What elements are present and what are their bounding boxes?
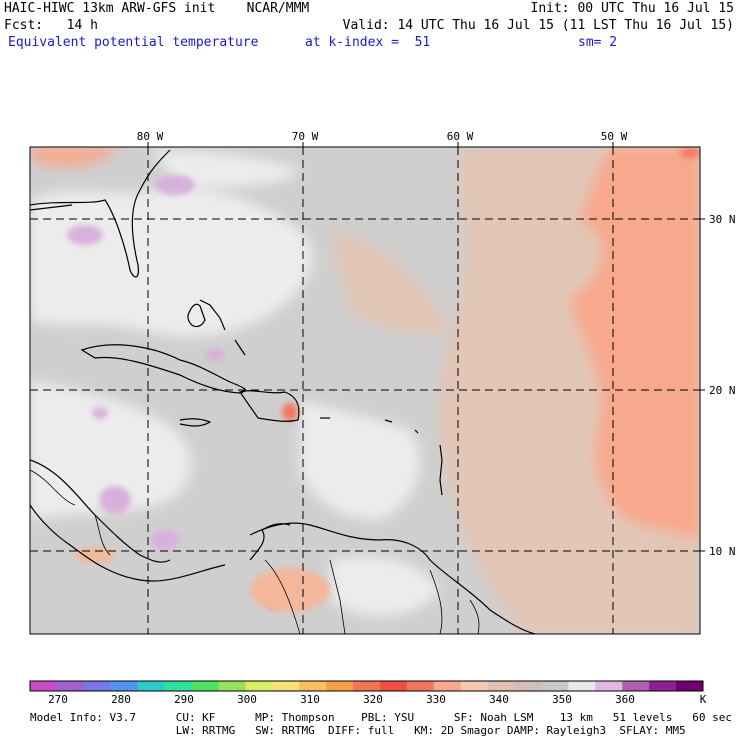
lat-label: 20 N — [709, 384, 736, 397]
colorbar-swatch — [83, 681, 112, 691]
colorbar-swatch — [326, 681, 354, 691]
lat-label: 30 N — [709, 213, 736, 226]
colorbar-swatch — [487, 681, 516, 691]
tick-marks — [147, 142, 705, 552]
valid-time: Valid: 14 UTC Thu 16 Jul 15 (11 LST Thu … — [342, 18, 734, 33]
colorbar-swatch — [353, 681, 381, 691]
colorbar-swatch — [218, 681, 246, 691]
field-name: Equivalent potential temperature — [8, 35, 259, 50]
coastlines — [30, 149, 536, 634]
colorbar-swatch — [379, 681, 408, 691]
colorbar-swatch — [137, 681, 166, 691]
colorbar-label: 330 — [426, 693, 446, 706]
colorbar-swatch — [460, 681, 489, 691]
colorbar-label: 320 — [363, 693, 383, 706]
colorbar-swatch — [595, 681, 623, 691]
lon-label: 70 W — [292, 130, 319, 143]
colorbar-label: 270 — [48, 693, 68, 706]
colorbar-swatch — [568, 681, 596, 691]
colorbar-label: K — [699, 693, 707, 706]
model-info-line2: LW: RRTMG SW: RRTMG DIFF: full KM: 2D Sm… — [30, 724, 686, 737]
colorbar-label: 300 — [237, 693, 257, 706]
colorbar-swatch — [514, 681, 542, 691]
colorbar-swatch — [110, 681, 139, 691]
colorbar-swatch — [245, 681, 273, 691]
lat-label: 10 N — [709, 545, 736, 558]
colorbar-swatch — [433, 681, 462, 691]
colorbar-swatch — [649, 681, 677, 691]
theta-e-field — [30, 147, 700, 634]
model-title: HAIC-HIWC 13km ARW-GFS init NCAR/MMM — [4, 1, 310, 16]
colorbar-swatch — [622, 681, 650, 691]
model-info-line1: Model Info: V3.7 CU: KF MP: Thompson PBL… — [30, 711, 732, 724]
colorbar-swatch — [272, 681, 300, 691]
grid-lines — [30, 147, 700, 634]
colorbar-swatch — [299, 681, 327, 691]
colorbar-swatch — [164, 681, 193, 691]
lon-label: 80 W — [137, 130, 164, 143]
colorbar-swatch — [56, 681, 85, 691]
colorbar-swatch — [676, 681, 704, 691]
colorbar-swatch — [30, 681, 58, 691]
colorbar-label: 350 — [552, 693, 572, 706]
borders — [30, 469, 480, 634]
lon-label: 60 W — [447, 130, 474, 143]
colorbar-frame — [29, 680, 704, 692]
colorbar-label: 340 — [489, 693, 509, 706]
colorbar-label: 280 — [111, 693, 131, 706]
colorbar-swatch — [406, 681, 435, 691]
lon-label: 50 W — [601, 130, 628, 143]
colorbar-label: 290 — [174, 693, 194, 706]
colorbar-label: 360 — [615, 693, 635, 706]
level-info: at k-index = 51 — [305, 35, 431, 50]
colorbar-label: 310 — [300, 693, 320, 706]
smoothing-info: sm= 2 — [578, 35, 618, 50]
colorbar-swatch — [541, 681, 569, 691]
colorbar — [29, 680, 704, 692]
forecast-hour: Fcst: 14 h — [4, 18, 98, 33]
init-time: Init: 00 UTC Thu 16 Jul 15 — [530, 1, 735, 16]
colorbar-swatch — [191, 681, 219, 691]
